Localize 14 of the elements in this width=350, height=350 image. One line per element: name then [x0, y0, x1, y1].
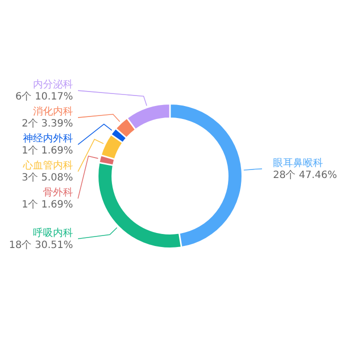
- data-label: 28个 47.46%: [273, 168, 338, 181]
- slice-label: 眼耳鼻喉科: [273, 156, 323, 169]
- data-label: 2个 3.39%: [22, 118, 73, 130]
- slice-label: 呼吸内科: [33, 226, 73, 239]
- slice-label: 消化内科: [33, 106, 73, 118]
- slice-label: 骨外科: [43, 186, 73, 199]
- slice-label: 神经内外科: [23, 132, 73, 145]
- data-label: 1个 1.69%: [22, 198, 73, 211]
- slice-label: 心血管内科: [22, 160, 73, 172]
- data-label: 18个 30.51%: [8, 238, 73, 251]
- data-label: 3个 5.08%: [22, 172, 73, 184]
- data-label: 1个 1.69%: [22, 144, 73, 157]
- slice-label: 内分泌科: [33, 78, 73, 91]
- data-label: 6个 10.17%: [15, 90, 73, 103]
